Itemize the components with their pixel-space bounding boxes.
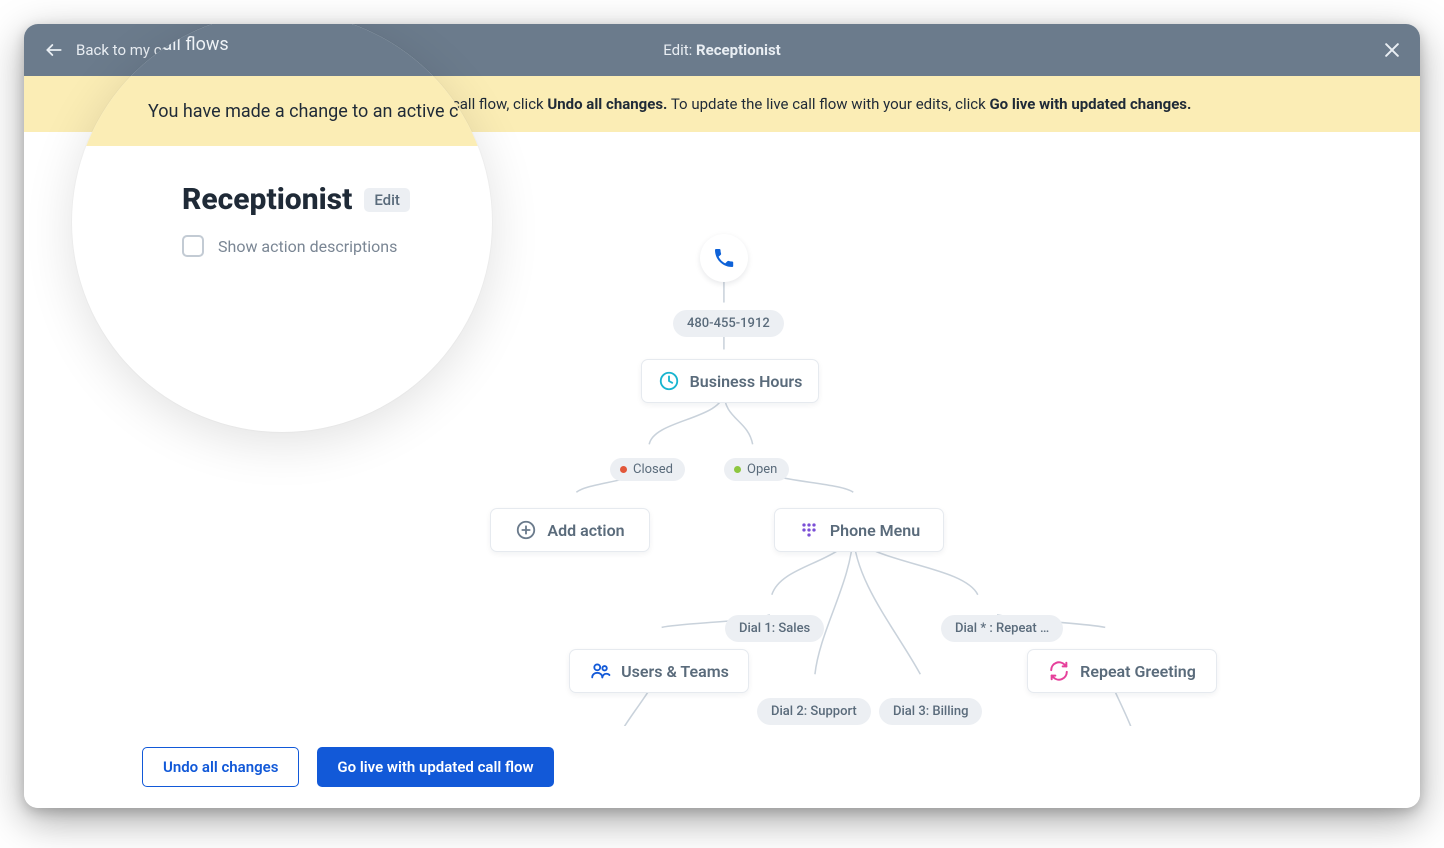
closed-branch-label: Closed bbox=[633, 462, 673, 477]
phone-number-label: 480-455-1912 bbox=[687, 316, 770, 331]
app-frame: Back to my call flows Edit: Receptionist… bbox=[24, 24, 1420, 808]
back-label: Back to my call flows bbox=[76, 41, 217, 59]
plus-circle-icon bbox=[515, 519, 537, 541]
banner-bold-2: Go live with updated changes. bbox=[989, 95, 1191, 113]
phone-start-node[interactable] bbox=[700, 234, 748, 282]
users-teams-node[interactable]: Users & Teams bbox=[569, 649, 749, 693]
repeat-greeting-label: Repeat Greeting bbox=[1080, 662, 1196, 681]
users-teams-label: Users & Teams bbox=[621, 662, 729, 681]
users-icon bbox=[589, 660, 611, 682]
undo-all-label: Undo all changes bbox=[163, 758, 278, 776]
closed-branch-pill[interactable]: Closed bbox=[610, 458, 685, 481]
banner-text-1: w. To revert to the current live call fl… bbox=[253, 95, 548, 113]
dial1-pill[interactable]: Dial 1: Sales bbox=[725, 615, 824, 642]
closed-dot-icon bbox=[620, 466, 627, 473]
business-hours-label: Business Hours bbox=[690, 372, 803, 391]
page-title: Edit: Receptionist bbox=[24, 41, 1420, 59]
flow-edges bbox=[24, 132, 1420, 726]
banner-bold-1: Undo all changes. bbox=[547, 95, 667, 113]
flow-canvas[interactable]: 480-455-1912 Business Hours Closed Open … bbox=[24, 132, 1420, 726]
phone-menu-node[interactable]: Phone Menu bbox=[774, 508, 944, 552]
close-button[interactable] bbox=[1378, 36, 1406, 64]
open-branch-label: Open bbox=[747, 462, 777, 477]
dial3-pill[interactable]: Dial 3: Billing bbox=[879, 698, 982, 725]
business-hours-node[interactable]: Business Hours bbox=[641, 359, 819, 403]
go-live-label: Go live with updated call flow bbox=[337, 758, 533, 776]
dialstar-pill[interactable]: Dial * : Repeat … bbox=[941, 615, 1063, 642]
dial2-label: Dial 2: Support bbox=[771, 704, 857, 719]
back-link[interactable]: Back to my call flows bbox=[44, 40, 217, 60]
dial2-pill[interactable]: Dial 2: Support bbox=[757, 698, 871, 725]
banner-text-2: To update the live call flow with your e… bbox=[671, 95, 990, 113]
arrow-left-icon bbox=[44, 40, 64, 60]
add-action-label: Add action bbox=[547, 521, 624, 540]
phone-number-pill[interactable]: 480-455-1912 bbox=[673, 310, 784, 337]
dialpad-icon bbox=[798, 519, 820, 541]
phone-menu-label: Phone Menu bbox=[830, 521, 920, 540]
topbar: Back to my call flows Edit: Receptionist bbox=[24, 24, 1420, 76]
dial1-label: Dial 1: Sales bbox=[739, 621, 810, 636]
repeat-greeting-node[interactable]: Repeat Greeting bbox=[1027, 649, 1217, 693]
repeat-icon bbox=[1048, 660, 1070, 682]
dialstar-label: Dial * : Repeat … bbox=[955, 621, 1049, 636]
change-banner: w. To revert to the current live call fl… bbox=[24, 76, 1420, 132]
page-title-prefix: Edit: bbox=[663, 41, 696, 59]
page-title-name: Receptionist bbox=[696, 41, 781, 59]
go-live-button[interactable]: Go live with updated call flow bbox=[317, 747, 553, 787]
undo-all-button[interactable]: Undo all changes bbox=[142, 747, 299, 787]
open-branch-pill[interactable]: Open bbox=[724, 458, 789, 481]
clock-icon bbox=[658, 370, 680, 392]
footer-bar: Undo all changes Go live with updated ca… bbox=[24, 726, 1420, 808]
phone-icon bbox=[712, 246, 736, 270]
open-dot-icon bbox=[734, 466, 741, 473]
dial3-label: Dial 3: Billing bbox=[893, 704, 968, 719]
add-action-node[interactable]: Add action bbox=[490, 508, 650, 552]
